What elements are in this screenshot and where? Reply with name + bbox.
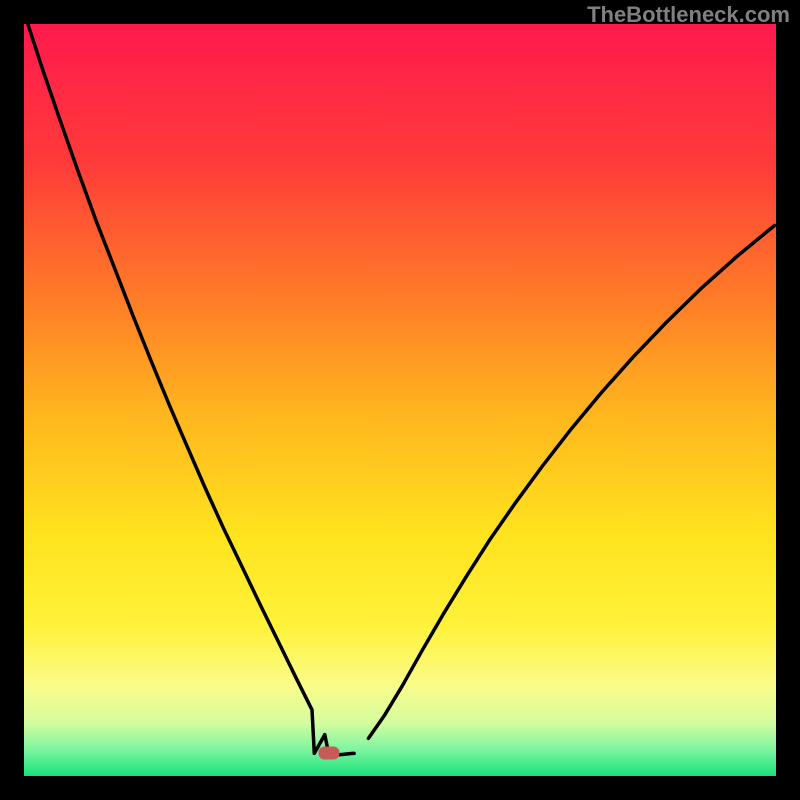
watermark-text: TheBottleneck.com xyxy=(587,2,790,28)
chart-canvas: TheBottleneck.com xyxy=(0,0,800,800)
plot-background xyxy=(24,24,776,776)
optimal-marker xyxy=(318,747,339,760)
plot-svg xyxy=(0,0,800,800)
